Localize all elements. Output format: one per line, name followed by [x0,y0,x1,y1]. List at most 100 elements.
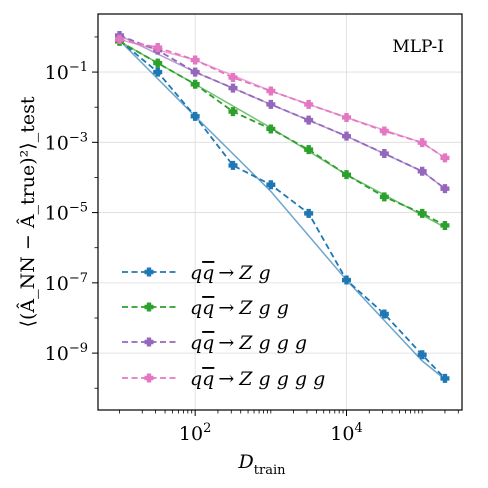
x-tick-exponent: 2 [203,421,211,436]
series-line-3 [119,34,446,190]
y-tick-label: 10−5 [45,201,88,225]
data-point [342,112,352,122]
legend-arrow: → [218,262,234,284]
annotation-label: MLP-I [392,37,444,57]
y-tick-label: 10−3 [45,130,88,154]
data-point [417,350,427,360]
y-tick-label: 10−9 [45,341,88,365]
x-tick-label: 104 [330,421,362,445]
legend-process: Z g g [238,297,289,319]
legend-entry-4: qq → Z g g g g [122,368,325,390]
legend-label: qq → Z g [190,262,271,284]
data-point [190,67,200,77]
y-tick-exponent: −9 [69,341,88,356]
data-series [114,30,450,383]
plot-frame [97,13,463,411]
legend-swatch-marker [144,373,154,383]
data-point [228,73,238,83]
legend-q: q [190,332,202,354]
legend-arrow: → [218,297,234,319]
legend-process: Z g [238,262,270,284]
legend-entry-3: qq → Z g g g [122,332,307,354]
y-tick-label: 10−7 [45,271,88,295]
legend-arrow: → [218,332,234,354]
x-tick-label: 102 [179,421,211,445]
legend-entry-1: qq → Z g [122,262,271,284]
data-point [228,107,238,117]
legend-label: qq → Z g g g [190,332,307,354]
data-point [417,208,427,218]
fit-curve-3 [119,34,446,190]
legend-label: qq → Z g g [190,297,289,319]
data-point [304,208,314,218]
data-point [440,184,450,194]
legend-label: qq → Z g g g g [190,368,325,390]
y-tick-base: 10 [45,203,69,225]
legend-swatch-marker [144,267,154,277]
data-point [228,160,238,170]
x-axis-label-sub: train [254,463,286,478]
data-point [440,220,450,230]
x-axis-label: Dtrain [238,451,287,478]
y-tick-exponent: −7 [69,271,88,286]
y-tick-base: 10 [45,273,69,295]
x-tick-base: 10 [330,423,354,445]
data-point [379,192,389,202]
legend-process: Z g g g g [238,368,325,390]
y-tick-base: 10 [45,132,69,154]
legend-qbar: q [202,332,214,354]
series-line-1 [118,39,446,380]
data-point [190,55,200,65]
legend-process: Z g g g [238,332,307,354]
legend-q: q [190,368,202,390]
data-point [440,373,450,383]
data-point [266,99,276,109]
series-line-2 [119,40,446,227]
data-point [379,309,389,319]
data-point [266,86,276,96]
legend-arrow: → [218,368,234,390]
series-1 [114,35,450,383]
y-axis-label: ⟨(Â_NN − Â_true)²⟩_test [16,96,39,327]
y-tick-exponent: −5 [69,201,88,216]
data-point [266,180,276,190]
series-line-4 [119,38,446,159]
x-axis-label-main: D [238,451,254,473]
legend-qbar: q [202,368,214,390]
data-point [304,99,314,109]
legend-swatch-marker [144,302,154,312]
data-point [228,83,238,93]
legend-q: q [190,297,202,319]
y-tick-exponent: −1 [69,60,88,75]
data-point [153,43,163,53]
data-point [379,126,389,136]
legend-qbar: q [202,262,214,284]
y-tick-label: 10−1 [45,60,88,84]
data-point [114,34,124,44]
y-tick-base: 10 [45,62,69,84]
fit-curve-1 [118,39,446,380]
data-point [190,79,200,89]
x-tick-exponent: 4 [354,421,362,436]
y-tick-exponent: −3 [69,130,88,145]
data-point [417,166,427,176]
series-4 [114,34,450,163]
series-2 [114,36,450,230]
data-point [190,111,200,121]
data-point [440,153,450,163]
data-point [153,67,163,77]
data-point [342,131,352,141]
legend-qbar: q [202,297,214,319]
fit-curve-4 [119,38,446,159]
x-tick-base: 10 [179,423,203,445]
legend-q: q [190,262,202,284]
data-point [342,170,352,180]
data-point [342,275,352,285]
legend-swatch-marker [144,337,154,347]
data-point [417,138,427,148]
legend-entry-2: qq → Z g g [122,297,289,319]
data-point [379,149,389,159]
data-point [304,115,314,125]
